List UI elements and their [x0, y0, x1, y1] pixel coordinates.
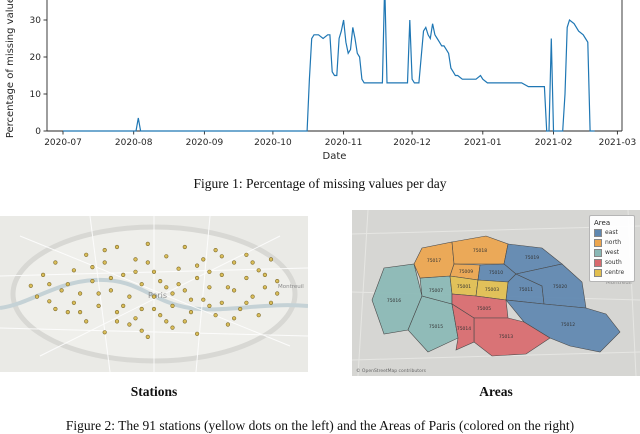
legend-label: east	[605, 229, 618, 236]
seine-river	[0, 277, 308, 312]
areas-caption: Areas	[479, 384, 513, 399]
svg-text:75009: 75009	[459, 269, 473, 275]
svg-text:20: 20	[30, 53, 42, 63]
legend-title: Area	[594, 219, 611, 227]
legend-entry: east	[594, 229, 630, 237]
svg-text:75007: 75007	[429, 288, 443, 294]
legend-swatch	[594, 259, 602, 267]
legend-entry: south	[594, 259, 630, 267]
legend-swatch	[594, 249, 602, 257]
legend-entry: centre	[594, 269, 630, 277]
svg-text:75003: 75003	[485, 287, 499, 293]
legend-swatch	[594, 229, 602, 237]
svg-text:2021-03: 2021-03	[599, 138, 637, 148]
montreuil-label-left: Montreuil	[278, 284, 304, 290]
map-attribution: © OpenStreetMap contributors	[356, 367, 427, 374]
figure2-caption: Figure 2: The 91 stations (yellow dots o…	[65, 418, 575, 433]
svg-text:0: 0	[35, 127, 41, 137]
legend-swatch	[594, 269, 602, 277]
missing-values-line-plot: 2020-07 2020-08 2020-09 2020-10 2020-11 2020-…	[5, 0, 637, 162]
svg-text:75018: 75018	[473, 248, 487, 254]
stations-map: Paris Montreuil	[0, 216, 308, 372]
svg-text:Percentage of missing values: Percentage of missing values	[5, 0, 16, 138]
svg-text:75005: 75005	[477, 306, 491, 312]
legend-label: north	[605, 239, 622, 246]
legend-entry: north	[594, 239, 630, 247]
svg-text:10: 10	[30, 90, 42, 100]
svg-text:75011: 75011	[519, 287, 533, 293]
svg-text:75015: 75015	[429, 324, 443, 330]
area-polygons: 75016 75015 75007 75017 75018 75009 75019 75010…	[371, 235, 621, 357]
svg-text:75013: 75013	[499, 334, 513, 340]
stations-caption: Stations	[130, 384, 178, 399]
svg-text:2020-09: 2020-09	[186, 138, 224, 148]
legend-label: west	[605, 249, 620, 256]
area-legend: Area east north west south centre	[589, 215, 635, 282]
svg-text:75019: 75019	[525, 255, 539, 261]
legend-entry: west	[594, 249, 630, 257]
legend-label: south	[605, 259, 622, 266]
svg-text:Date: Date	[323, 151, 347, 162]
legend-swatch	[594, 239, 602, 247]
figure1-caption: Figure 1: Percentage of missing values p…	[193, 176, 447, 191]
paris-label: Paris	[148, 291, 167, 300]
areas-map: Montreuil 75016 75015 75007 75017 75018 75009…	[352, 210, 640, 376]
svg-text:75016: 75016	[387, 298, 401, 304]
missing-values-chart: 2020-07 2020-08 2020-09 2020-10 2020-11 2020-…	[0, 0, 640, 170]
svg-text:75017: 75017	[427, 258, 441, 264]
svg-text:2020-10: 2020-10	[254, 138, 292, 148]
svg-text:2021-02: 2021-02	[535, 138, 573, 148]
svg-text:75014: 75014	[457, 326, 471, 332]
svg-text:2021-01: 2021-01	[464, 138, 502, 148]
svg-text:2020-08: 2020-08	[115, 138, 153, 148]
montreuil-label-right: Montreuil	[606, 280, 632, 286]
svg-text:2020-11: 2020-11	[325, 138, 363, 148]
areas-map-canvas: Montreuil 75016 75015 75007 75017 75018 75009…	[352, 210, 640, 376]
legend-entries: east north west south centre	[594, 229, 630, 277]
station-dots	[28, 241, 280, 339]
svg-text:2020-07: 2020-07	[44, 138, 82, 148]
svg-text:2020-12: 2020-12	[393, 138, 431, 148]
svg-text:75020: 75020	[553, 284, 567, 290]
svg-text:75010: 75010	[489, 270, 503, 276]
svg-text:75012: 75012	[561, 322, 575, 328]
legend-label: centre	[605, 269, 625, 276]
stations-map-canvas: Paris Montreuil	[0, 216, 308, 372]
svg-text:75001: 75001	[457, 284, 471, 290]
svg-text:30: 30	[30, 16, 42, 26]
